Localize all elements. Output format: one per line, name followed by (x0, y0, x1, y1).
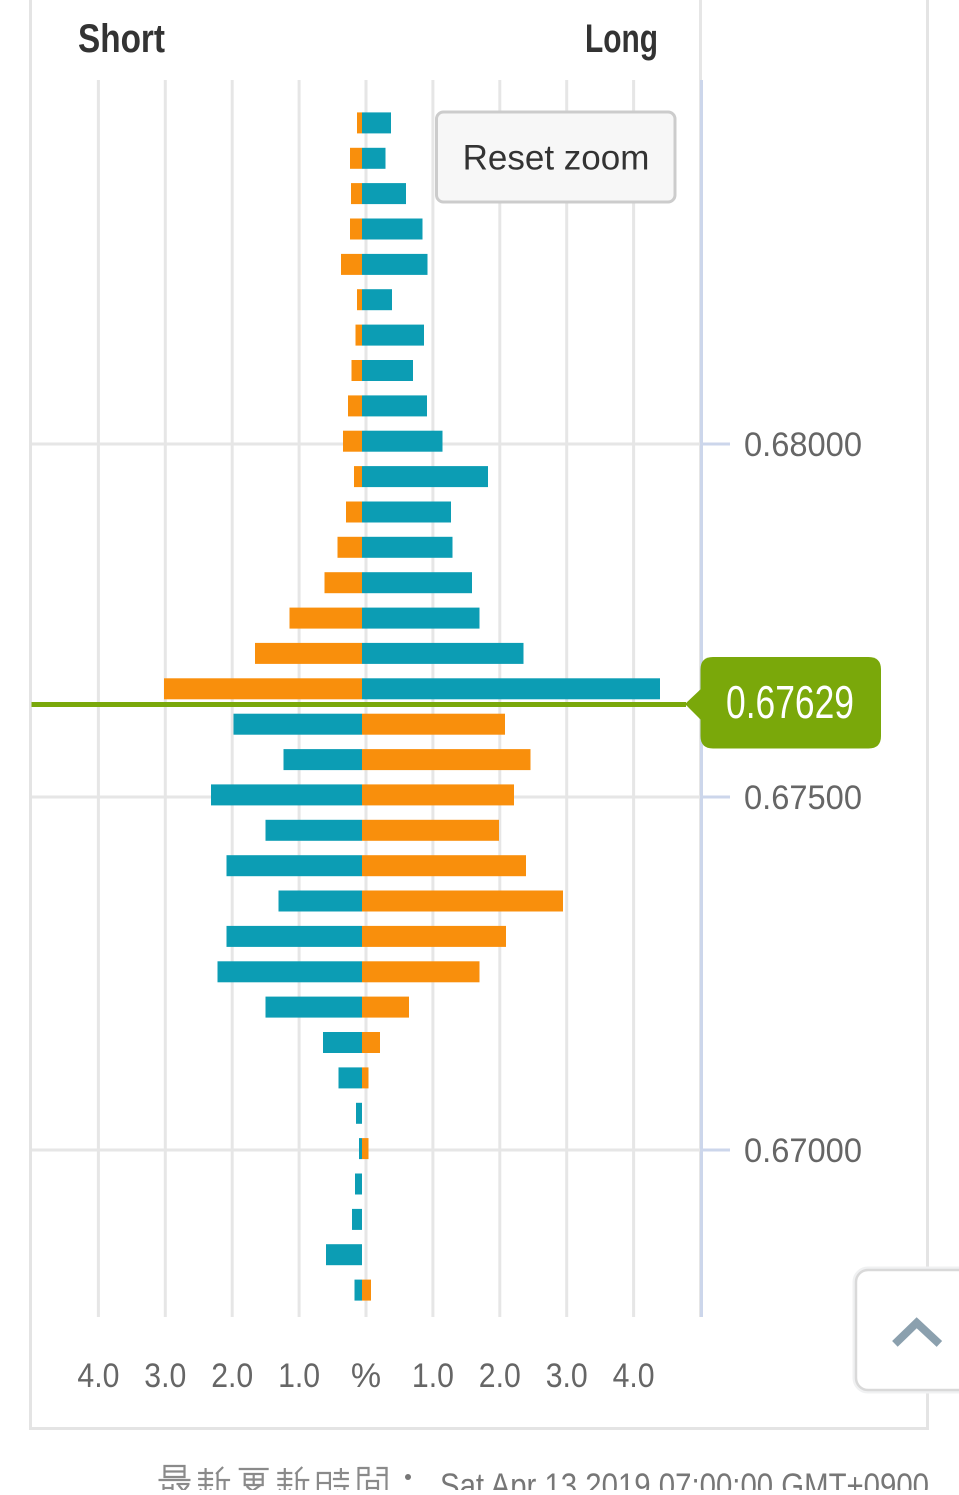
svg-text:4.0: 4.0 (613, 1357, 655, 1395)
svg-text:Short: Short (78, 17, 165, 61)
svg-text:%: % (351, 1357, 381, 1395)
svg-text:1.0: 1.0 (278, 1357, 320, 1395)
svg-text:Reset zoom: Reset zoom (463, 139, 650, 178)
svg-text:0.67629: 0.67629 (726, 676, 854, 728)
svg-text:2.0: 2.0 (479, 1357, 521, 1395)
svg-text:Long: Long (585, 17, 658, 61)
svg-text:0.68000: 0.68000 (744, 426, 862, 464)
svg-text:4.0: 4.0 (77, 1357, 119, 1395)
svg-text:3.0: 3.0 (546, 1357, 588, 1395)
svg-text:1.0: 1.0 (412, 1357, 454, 1395)
svg-text:0.67000: 0.67000 (744, 1132, 862, 1170)
svg-text:0.67500: 0.67500 (744, 779, 862, 817)
svg-text:2.0: 2.0 (211, 1357, 253, 1395)
svg-text:3.0: 3.0 (144, 1357, 186, 1395)
svg-text:Sat Apr 13 2019 07:00:00 GMT+0: Sat Apr 13 2019 07:00:00 GMT+0900 (440, 1467, 929, 1490)
